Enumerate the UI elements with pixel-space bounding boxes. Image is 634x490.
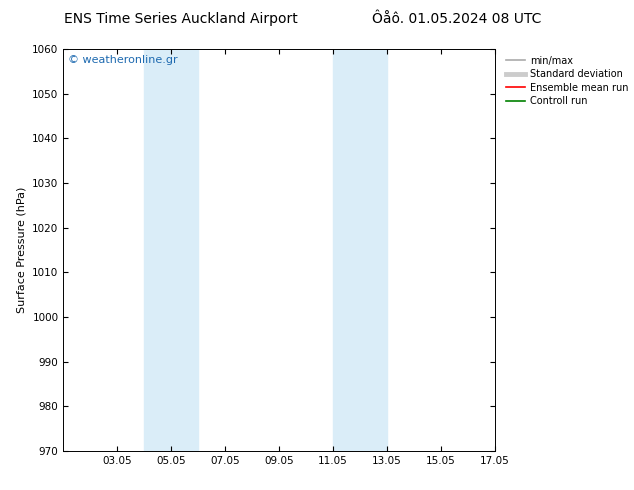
Legend: min/max, Standard deviation, Ensemble mean run, Controll run: min/max, Standard deviation, Ensemble me… xyxy=(503,54,630,108)
Bar xyxy=(145,49,198,451)
Text: © weatheronline.gr: © weatheronline.gr xyxy=(68,55,178,65)
Text: ENS Time Series Auckland Airport: ENS Time Series Auckland Airport xyxy=(64,12,297,26)
Text: Ôåô. 01.05.2024 08 UTC: Ôåô. 01.05.2024 08 UTC xyxy=(372,12,541,26)
Y-axis label: Surface Pressure (hPa): Surface Pressure (hPa) xyxy=(16,187,27,313)
Bar xyxy=(333,49,387,451)
